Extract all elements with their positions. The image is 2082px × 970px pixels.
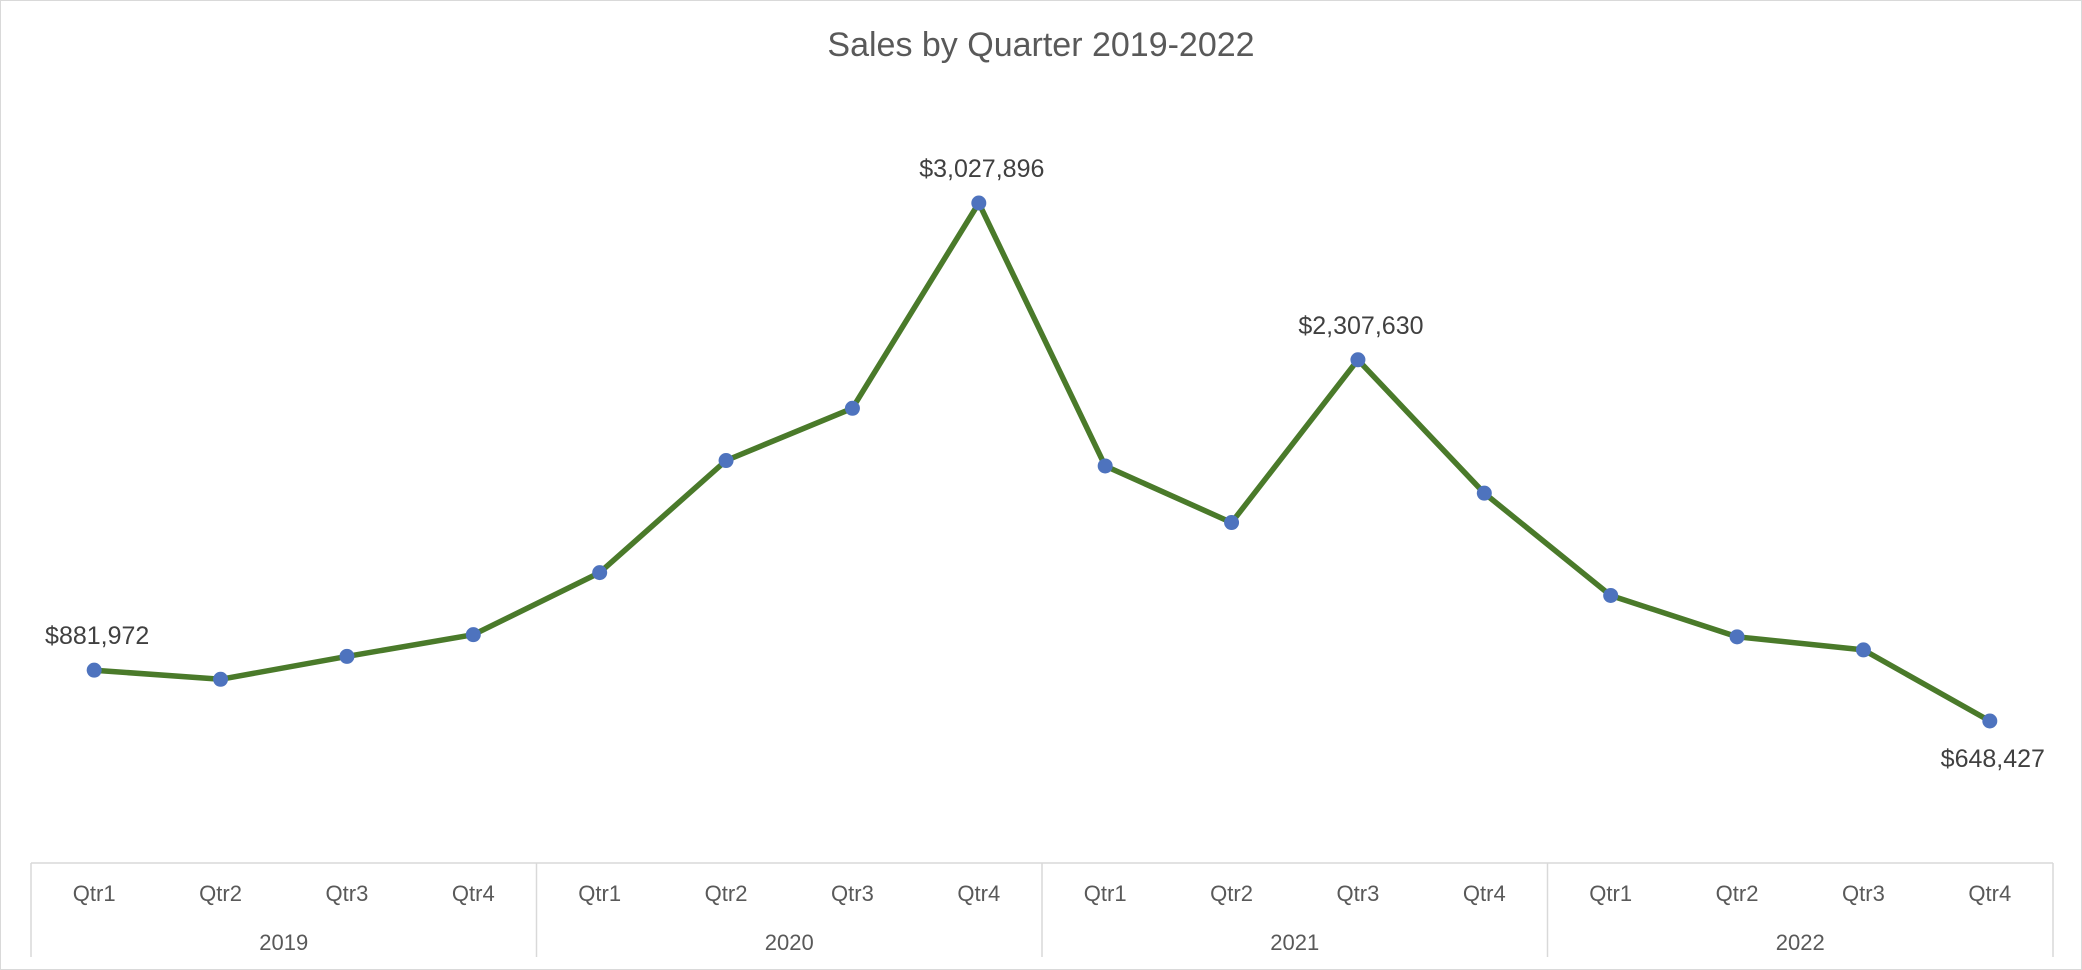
series-line-layer (91, 200, 1993, 724)
category-tick-label: Qtr4 (957, 881, 1000, 906)
data-point-marker (1982, 713, 1998, 729)
year-group-label: 2022 (1776, 930, 1825, 955)
data-value-label: $2,307,630 (1298, 312, 1423, 340)
chart-title: Sales by Quarter 2019-2022 (827, 26, 1254, 64)
category-tick-label: Qtr1 (1084, 881, 1127, 906)
data-point-marker (718, 453, 734, 469)
data-point-marker (592, 565, 608, 581)
category-tick-label: Qtr1 (73, 881, 116, 906)
category-tick-label: Qtr3 (1842, 881, 1885, 906)
data-point-marker (844, 400, 860, 416)
category-tick-label: Qtr2 (1210, 881, 1253, 906)
year-group-label: 2019 (259, 930, 308, 955)
data-point-marker (1476, 485, 1492, 501)
category-tick-label: Qtr4 (1968, 881, 2011, 906)
data-point-marker (971, 195, 987, 211)
data-point-marker (465, 627, 481, 643)
category-tick-label: Qtr2 (199, 881, 242, 906)
data-value-label: $648,427 (1941, 745, 2045, 773)
category-tick-label: Qtr4 (1463, 881, 1506, 906)
category-tick-label: Qtr1 (578, 881, 621, 906)
category-tick-label: Qtr1 (1589, 881, 1632, 906)
category-tick-label: Qtr2 (1716, 881, 1759, 906)
category-tick-label: Qtr3 (831, 881, 874, 906)
series-line (91, 200, 1993, 724)
category-axis: Qtr1 Qtr2 Qtr3 Qtr4 Qtr1 Qtr2 Qtr3 Qtr4 Qtr1 Qtr2… (30, 862, 2054, 957)
data-point-marker (213, 671, 229, 687)
category-tick-label: Qtr2 (705, 881, 748, 906)
year-group-label: 2020 (765, 930, 814, 955)
series-markers (86, 195, 1998, 729)
data-labels: $881,972 $3,027,896 $2,307,630 $648,427 (45, 155, 2045, 773)
category-tick-label: Qtr3 (326, 881, 369, 906)
data-value-label: $3,027,896 (919, 155, 1044, 183)
data-point-marker (86, 662, 102, 678)
data-point-marker (1855, 642, 1871, 658)
data-point-marker (1603, 587, 1619, 603)
data-point-marker (1350, 352, 1366, 368)
data-point-marker (1224, 515, 1240, 531)
category-tick-label: Qtr3 (1337, 881, 1380, 906)
data-point-marker (339, 648, 355, 664)
data-point-marker (1729, 629, 1745, 645)
data-value-label: $881,972 (45, 622, 149, 650)
data-point-marker (1097, 458, 1113, 474)
category-tick-label: Qtr4 (452, 881, 495, 906)
year-group-label: 2021 (1270, 930, 1319, 955)
